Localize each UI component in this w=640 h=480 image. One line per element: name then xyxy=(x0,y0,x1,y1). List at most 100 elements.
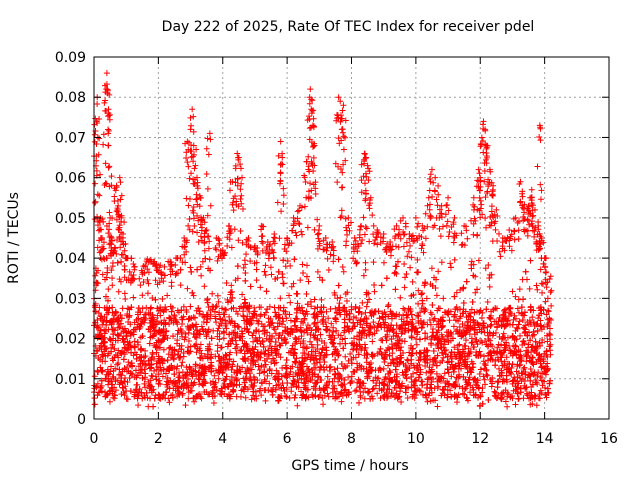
data-point xyxy=(314,335,321,342)
data-point xyxy=(176,391,183,398)
data-point xyxy=(369,386,376,393)
data-point xyxy=(416,371,423,378)
data-point xyxy=(95,310,102,317)
data-point xyxy=(142,384,149,391)
data-point xyxy=(519,342,526,349)
data-point xyxy=(362,266,369,273)
data-point xyxy=(121,351,128,358)
data-point xyxy=(441,370,448,377)
data-point xyxy=(201,283,208,290)
data-point xyxy=(91,373,98,380)
data-point xyxy=(374,375,381,382)
data-point xyxy=(198,272,205,279)
data-point xyxy=(289,363,296,370)
data-point xyxy=(478,315,485,322)
data-point xyxy=(483,366,490,373)
data-point xyxy=(282,372,289,379)
data-point xyxy=(310,364,317,371)
data-point xyxy=(279,315,286,322)
data-point xyxy=(179,333,186,340)
data-point xyxy=(164,374,171,381)
data-point xyxy=(318,338,325,345)
data-point xyxy=(488,321,495,328)
data-point xyxy=(526,285,533,292)
data-point xyxy=(154,312,161,319)
data-point xyxy=(240,308,247,315)
data-point xyxy=(462,343,469,350)
data-point xyxy=(457,356,464,363)
data-point xyxy=(198,350,205,357)
data-point xyxy=(465,397,472,404)
data-point xyxy=(435,268,442,275)
data-point xyxy=(337,294,344,301)
data-point xyxy=(396,393,403,400)
data-point xyxy=(131,338,138,345)
data-point xyxy=(382,333,389,340)
data-point xyxy=(148,372,155,379)
data-point xyxy=(273,373,280,380)
data-point xyxy=(353,314,360,321)
data-point xyxy=(153,366,160,373)
data-point xyxy=(311,296,318,303)
data-point xyxy=(331,375,338,382)
data-point xyxy=(156,392,163,399)
data-point xyxy=(316,274,323,281)
data-point xyxy=(357,388,364,395)
data-point xyxy=(237,393,244,400)
data-point xyxy=(233,367,240,374)
data-point xyxy=(244,365,251,372)
data-point xyxy=(364,299,371,306)
data-point xyxy=(334,365,341,372)
data-point xyxy=(96,344,103,351)
data-point xyxy=(195,330,202,337)
data-point xyxy=(294,402,301,409)
data-point xyxy=(99,358,106,365)
data-point xyxy=(528,344,535,351)
data-point xyxy=(340,268,347,275)
data-point xyxy=(362,259,369,266)
data-point xyxy=(346,326,353,333)
data-point xyxy=(109,275,116,282)
data-point xyxy=(361,395,368,402)
data-point xyxy=(461,391,468,398)
data-point xyxy=(521,382,528,389)
data-point xyxy=(286,292,293,299)
data-point xyxy=(468,258,475,265)
data-point xyxy=(233,341,240,348)
data-point xyxy=(527,307,534,314)
data-point xyxy=(303,308,310,315)
data-point xyxy=(186,364,193,371)
data-point xyxy=(484,298,491,305)
data-point xyxy=(337,332,344,339)
data-point xyxy=(476,371,483,378)
data-point xyxy=(495,365,502,372)
data-point xyxy=(225,383,232,390)
data-point xyxy=(459,321,466,328)
data-point xyxy=(515,396,522,403)
data-point xyxy=(314,319,321,326)
data-point xyxy=(529,360,536,367)
data-point xyxy=(361,341,368,348)
data-point xyxy=(448,373,455,380)
data-point xyxy=(141,319,148,326)
data-point xyxy=(210,400,217,407)
data-point xyxy=(396,359,403,366)
data-point xyxy=(445,338,452,345)
data-point xyxy=(532,393,539,400)
data-point xyxy=(534,373,541,380)
data-point xyxy=(351,335,358,342)
data-point xyxy=(174,331,181,338)
data-point xyxy=(342,353,349,360)
data-point xyxy=(503,354,510,361)
data-point xyxy=(514,305,521,312)
data-point xyxy=(413,341,420,348)
data-point xyxy=(135,402,142,409)
data-point xyxy=(205,303,212,310)
data-point xyxy=(521,364,528,371)
data-point xyxy=(451,344,458,351)
data-point xyxy=(538,280,545,287)
data-point xyxy=(149,295,156,302)
data-point xyxy=(236,381,243,388)
data-point xyxy=(517,332,524,339)
